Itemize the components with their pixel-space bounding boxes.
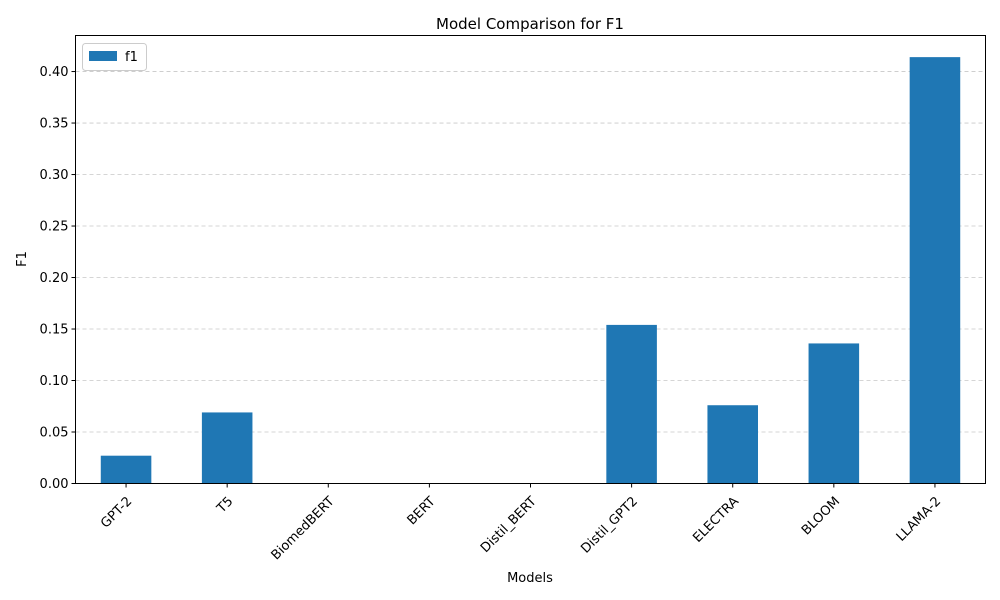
chart-title: Model Comparison for F1 bbox=[436, 15, 624, 33]
x-tick-label: BLOOM bbox=[799, 494, 843, 538]
y-tick-label: 0.10 bbox=[40, 374, 69, 389]
legend: f1 bbox=[82, 43, 147, 71]
bar-electra bbox=[707, 405, 758, 484]
x-tick-label: GPT-2 bbox=[98, 494, 135, 531]
y-tick-label: 0.00 bbox=[40, 477, 69, 492]
y-axis-ticks: 0.00 0.05 0.10 0.15 0.20 0.25 0.30 0.35 0.40 bbox=[40, 65, 76, 492]
x-tick-label: Distil_GPT2 bbox=[578, 494, 640, 556]
bar-llama-2 bbox=[909, 57, 961, 484]
bar-gpt-2 bbox=[100, 455, 152, 484]
x-tick-label: ELECTRA bbox=[690, 494, 742, 546]
y-tick-label: 0.20 bbox=[40, 271, 69, 286]
x-axis-label: Models bbox=[507, 571, 553, 586]
legend-label: f1 bbox=[125, 50, 138, 65]
x-tick-label: T5 bbox=[214, 494, 237, 517]
x-axis-ticks: GPT-2 T5 BiomedBERT BERT Distil_BERT Distil_G… bbox=[98, 483, 945, 563]
y-tick-label: 0.05 bbox=[40, 426, 69, 441]
bar-t5 bbox=[201, 412, 253, 484]
x-tick-label: BiomedBERT bbox=[269, 494, 338, 563]
y-tick-label: 0.30 bbox=[40, 168, 69, 183]
y-tick-label: 0.15 bbox=[40, 323, 69, 338]
x-tick-label: BERT bbox=[405, 494, 439, 528]
y-tick-label: 0.35 bbox=[40, 117, 69, 132]
x-tick-label: LLAMA-2 bbox=[894, 494, 945, 545]
bars bbox=[100, 57, 961, 484]
y-axis-label: F1 bbox=[15, 251, 30, 267]
y-tick-label: 0.25 bbox=[40, 220, 69, 235]
bar-distil-gpt2 bbox=[606, 324, 657, 484]
bar-bloom bbox=[808, 343, 860, 484]
x-tick-label: Distil_BERT bbox=[478, 494, 540, 556]
y-tick-label: 0.40 bbox=[40, 65, 69, 80]
legend-swatch bbox=[89, 51, 117, 61]
